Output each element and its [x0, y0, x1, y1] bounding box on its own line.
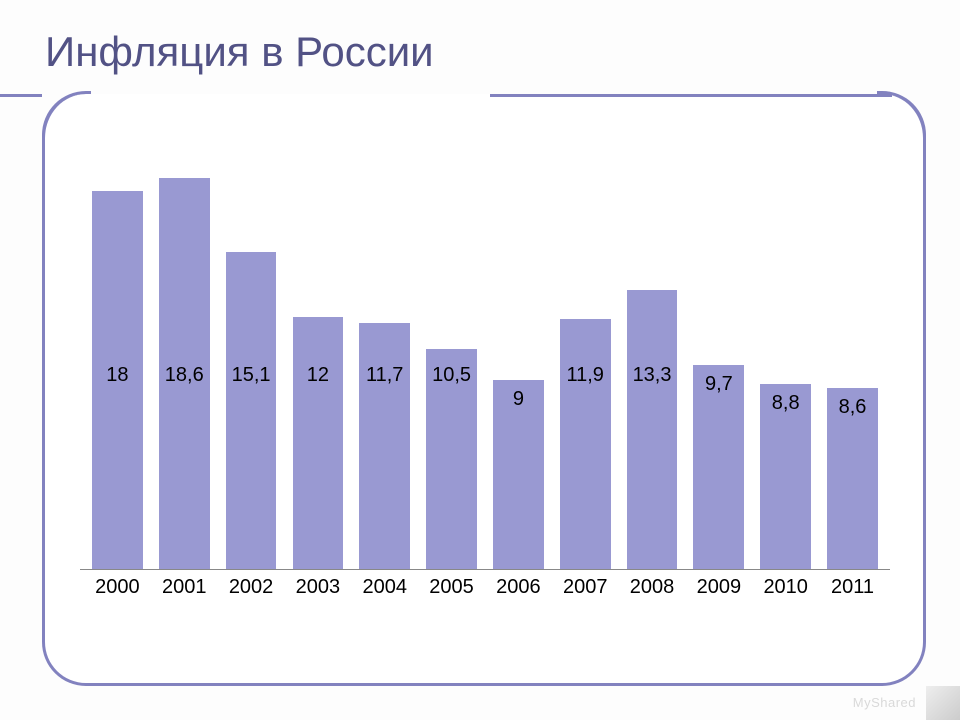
bar-slot: 18 — [84, 150, 151, 569]
bar-value-label: 12 — [293, 364, 344, 387]
chart-plot: 18 18,6 15,1 12 11,7 10,5 9 11,9 13,3 9,7 8,8 8,6 — [80, 150, 890, 570]
x-axis-label: 2005 — [418, 576, 485, 599]
bar: 12 — [293, 317, 344, 569]
slide: Инфляция в России 1818,615,11211,710,591… — [0, 0, 960, 720]
bar-value-label: 9,7 — [693, 373, 744, 396]
slide-title: Инфляция в России — [45, 28, 434, 76]
bar: 8,8 — [760, 384, 811, 569]
watermark-text: MyShared — [853, 695, 916, 710]
bar: 8,6 — [827, 388, 878, 569]
bar-slot: 15,1 — [218, 150, 285, 569]
bar: 18,6 — [159, 178, 210, 569]
bar-value-label: 11,9 — [560, 364, 611, 387]
inflation-bar-chart: 18 18,6 15,1 12 11,7 10,5 9 11,9 13,3 9,7 8,8 8,6 2… — [80, 150, 890, 600]
page-corner-icon — [926, 686, 960, 720]
bar-value-label: 8,8 — [760, 392, 811, 415]
bar: 13,3 — [627, 290, 678, 569]
x-axis-label: 2006 — [485, 576, 552, 599]
x-axis-label: 2004 — [351, 576, 418, 599]
x-axis-label: 2011 — [819, 576, 886, 599]
bar-slot: 18,6 — [151, 150, 218, 569]
bar: 15,1 — [226, 252, 277, 569]
bar-value-label: 8,6 — [827, 396, 878, 419]
bar-slot: 8,6 — [819, 150, 886, 569]
x-axis-label: 2000 — [84, 576, 151, 599]
bar: 9,7 — [693, 365, 744, 569]
x-axis-label: 2001 — [151, 576, 218, 599]
bar-value-label: 11,7 — [359, 364, 410, 387]
bar-value-label: 13,3 — [627, 364, 678, 387]
bar-slot: 9,7 — [685, 150, 752, 569]
bar: 10,5 — [426, 349, 477, 570]
chart-x-axis: 2000200120022003200420052006200720082009… — [80, 570, 890, 599]
bar: 9 — [493, 380, 544, 569]
x-axis-label: 2007 — [552, 576, 619, 599]
x-axis-label: 2010 — [752, 576, 819, 599]
x-axis-label: 2002 — [218, 576, 285, 599]
bar-value-label: 15,1 — [226, 364, 277, 387]
title-rule-right — [490, 94, 892, 97]
bar-slot: 9 — [485, 150, 552, 569]
bar-value-label: 18 — [92, 364, 143, 387]
bar-slot: 13,3 — [619, 150, 686, 569]
bar-value-label: 9 — [493, 388, 544, 411]
x-axis-label: 2009 — [685, 576, 752, 599]
bar-value-label: 10,5 — [426, 364, 477, 387]
bar: 11,9 — [560, 319, 611, 569]
x-axis-label: 2003 — [284, 576, 351, 599]
bar-slot: 8,8 — [752, 150, 819, 569]
bar-value-label: 18,6 — [159, 364, 210, 387]
bar-slot: 12 — [284, 150, 351, 569]
bar-slot: 10,5 — [418, 150, 485, 569]
x-axis-label: 2008 — [619, 576, 686, 599]
title-rule-left — [0, 94, 42, 97]
bar-slot: 11,9 — [552, 150, 619, 569]
bar: 18 — [92, 191, 143, 569]
bar: 11,7 — [359, 323, 410, 569]
bar-slot: 11,7 — [351, 150, 418, 569]
